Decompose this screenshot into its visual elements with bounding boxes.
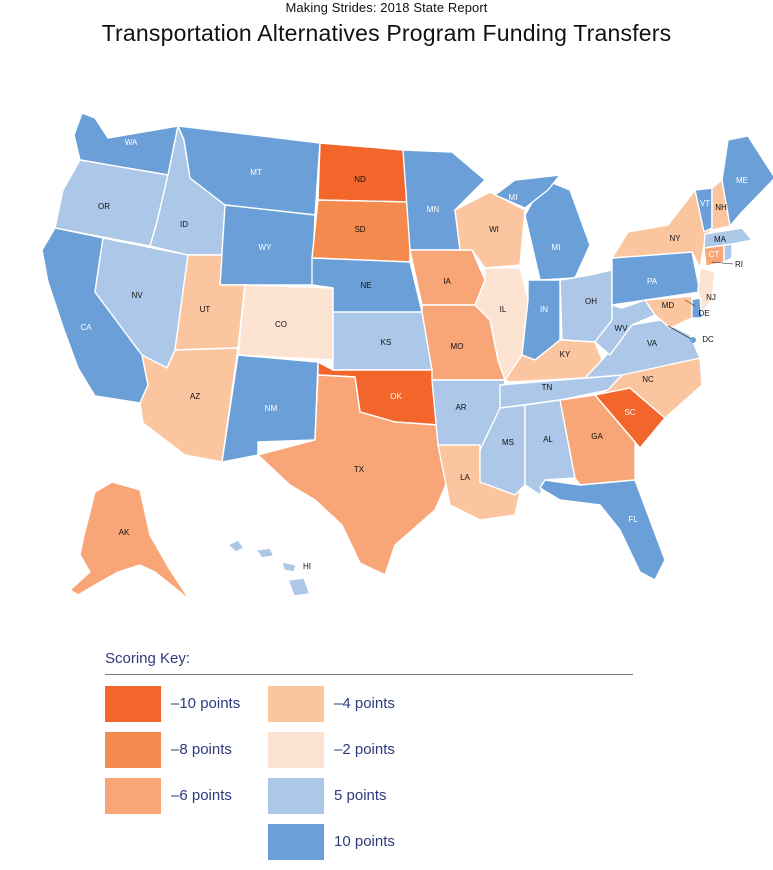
state-label-AZ: AZ [190, 392, 200, 401]
scoring-key-column-right: –4 points –2 points 5 points 10 points [268, 686, 395, 870]
key-item: –10 points [105, 686, 240, 732]
key-item: –8 points [105, 732, 240, 778]
key-item: –2 points [268, 732, 395, 778]
key-swatch [105, 778, 161, 814]
state-label-MS: MS [502, 438, 514, 447]
state-label-NH: NH [715, 203, 727, 212]
state-ME [721, 135, 773, 227]
state-MA [703, 227, 753, 249]
state-label-IL: IL [500, 305, 507, 314]
state-label-TN: TN [542, 383, 553, 392]
state-label-MA: MA [714, 235, 727, 244]
state-AK [69, 481, 191, 601]
state-label-ME: ME [736, 176, 748, 185]
state-label-ND: ND [354, 175, 366, 184]
key-label: –8 points [171, 741, 232, 758]
state-FL [539, 479, 666, 581]
state-label-AL: AL [543, 435, 553, 444]
state-label-IN: IN [540, 305, 548, 314]
key-swatch [105, 686, 161, 722]
state-label-VA: VA [647, 339, 658, 348]
state-label-PA: PA [647, 277, 658, 286]
state-RI [723, 243, 733, 263]
state-TX [257, 374, 449, 576]
state-label-TX: TX [354, 465, 365, 474]
state-DC [690, 337, 696, 343]
state-label-SD: SD [354, 225, 365, 234]
state-VA [584, 319, 701, 379]
state-label-CO: CO [275, 320, 287, 329]
state-label-RI: RI [735, 260, 743, 269]
state-label-LA: LA [460, 473, 470, 482]
state-label-WY: WY [259, 243, 273, 252]
scoring-key: Scoring Key: –10 points –8 points –6 poi… [105, 650, 633, 860]
state-label-AR: AR [455, 403, 466, 412]
state-label-MO: MO [451, 342, 464, 351]
state-label-KY: KY [560, 350, 571, 359]
state-MD [644, 295, 693, 329]
state-label-HI: HI [303, 562, 311, 571]
state-MI [494, 174, 561, 209]
state-label-OH: OH [585, 297, 597, 306]
state-label-NY: NY [669, 234, 681, 243]
state-label-MT: MT [250, 168, 262, 177]
state-label-IA: IA [443, 277, 451, 286]
key-item: –4 points [268, 686, 395, 732]
state-label-WI: WI [489, 225, 499, 234]
state-HI [227, 539, 311, 597]
scoring-key-column-left: –10 points –8 points –6 points [105, 686, 240, 824]
state-label-NV: NV [131, 291, 143, 300]
key-swatch [268, 824, 324, 860]
state-ND [317, 142, 411, 203]
key-item: –6 points [105, 778, 240, 824]
state-label-CA: CA [80, 323, 92, 332]
key-label: –2 points [334, 741, 395, 758]
state-label-OR: OR [98, 202, 110, 211]
key-swatch [105, 732, 161, 768]
key-label: –10 points [171, 695, 241, 712]
state-label-UT: UT [200, 305, 211, 314]
state-label-MN: MN [427, 205, 440, 214]
state-label-WV: WV [615, 324, 629, 333]
map-title: Transportation Alternatives Program Fund… [101, 20, 672, 46]
state-label-NM: NM [265, 404, 278, 413]
key-label: –4 points [334, 695, 395, 712]
state-label-AK: AK [119, 528, 130, 537]
state-AZ [139, 347, 239, 463]
key-item: 5 points [268, 778, 395, 824]
state-label-VT: VT [700, 199, 710, 208]
state-label-WA: WA [125, 138, 138, 147]
key-item: 10 points [268, 824, 395, 870]
state-label-KS: KS [381, 338, 392, 347]
key-label: 10 points [334, 833, 395, 850]
state-label-MI-lower: MI [552, 243, 561, 252]
state-label-NE: NE [360, 281, 371, 290]
key-swatch [268, 686, 324, 722]
key-label: –6 points [171, 787, 232, 804]
state-label-FL: FL [628, 515, 638, 524]
state-label-GA: GA [591, 432, 603, 441]
state-label-MI-upper: MI [509, 193, 518, 202]
key-swatch [268, 778, 324, 814]
state-NJ [697, 267, 716, 313]
state-label-NC: NC [642, 375, 654, 384]
state-label-ID: ID [180, 220, 188, 229]
state-label-SC: SC [624, 408, 635, 417]
state-label-DE: DE [698, 309, 709, 318]
us-state-map: WA OR CA NV ID MT WY UT AZ CO NM ND SD N… [41, 112, 773, 601]
state-KY [504, 339, 603, 383]
state-IL [474, 267, 529, 381]
scoring-key-title: Scoring Key: [105, 650, 633, 675]
state-label-NJ: NJ [706, 293, 716, 302]
state-label-DC: DC [702, 335, 714, 344]
report-supertitle: Making Strides: 2018 State Report [285, 0, 488, 15]
state-label-CT: CT [709, 250, 720, 259]
state-label-MD: MD [662, 301, 675, 310]
state-label-OK: OK [390, 392, 402, 401]
key-swatch [268, 732, 324, 768]
key-label: 5 points [334, 787, 387, 804]
